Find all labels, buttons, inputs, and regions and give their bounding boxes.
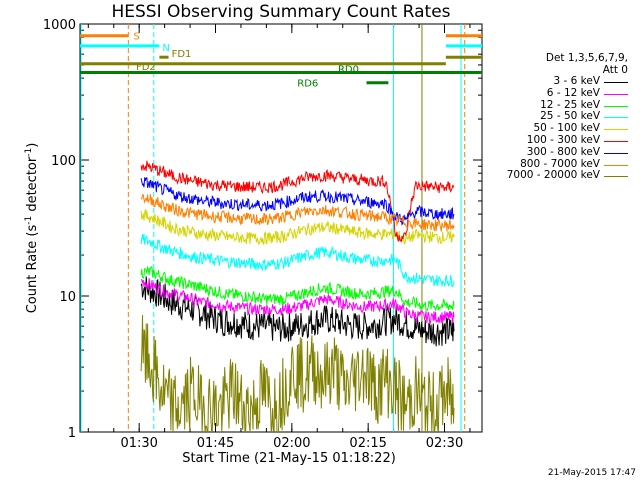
legend-entry-label: 7000 - 20000 keV: [506, 169, 600, 182]
series-line-4: [140, 209, 455, 246]
flag-label-rd0: RD0: [338, 64, 359, 75]
legend-entry-label: 800 - 7000 keV: [520, 157, 600, 170]
legend-entry: 12 - 25 keV: [488, 98, 638, 112]
series-line-8: [140, 315, 455, 432]
y-axis-label: Count Rate (s-1 detector-1): [24, 143, 40, 314]
y-tick-label: 1: [68, 426, 76, 441]
x-tick-label: 01:30: [120, 436, 157, 451]
legend-entry: 6 - 12 keV: [488, 86, 638, 100]
flag-label-fd1: FD1: [172, 49, 192, 60]
timestamp-label: 21-May-2015 17:47: [547, 468, 636, 478]
legend-entry: 7000 - 20000 keV: [488, 170, 638, 182]
flag-label-n: N: [162, 43, 169, 54]
flag-label-s: S: [133, 32, 139, 43]
flag-label-rd6: RD6: [297, 79, 318, 90]
x-tick-label: 02:30: [426, 436, 463, 451]
legend-entry-label: 25 - 50 keV: [540, 110, 600, 123]
series-line-5: [140, 160, 455, 243]
legend-swatch: [604, 129, 628, 131]
legend-swatch: [604, 152, 628, 154]
flag-label-fd2: FD2: [136, 62, 156, 73]
legend-swatch: [604, 140, 628, 142]
legend-header-detectors: Det 1,3,5,6,7,9,: [545, 52, 628, 64]
legend-swatch: [604, 176, 628, 178]
x-tick-label: 01:45: [197, 436, 234, 451]
legend-header-attenuator: Att 0: [602, 64, 628, 76]
series-line-2: [140, 265, 455, 312]
legend-entry: 25 - 50 keV: [488, 111, 638, 123]
series-line-1: [141, 278, 455, 325]
series-line-3: [140, 234, 455, 288]
y-tick-label: 1000: [43, 18, 76, 33]
x-tick-label: 02:15: [349, 436, 386, 451]
chart-title: HESSI Observing Summary Count Rates: [111, 2, 451, 22]
chart-legend: Det 1,3,5,6,7,9, Att 0 3 - 6 keV 6 - 12 k…: [488, 52, 638, 182]
legend-entry: 50 - 100 keV: [488, 122, 638, 135]
legend-entry-label: 100 - 300 keV: [526, 133, 600, 146]
y-tick-label: 10: [59, 290, 76, 305]
x-axis-label: Start Time (21-May-15 01:18:22): [182, 451, 396, 466]
legend-entry-label: 3 - 6 keV: [553, 75, 600, 87]
legend-swatch: [604, 82, 628, 83]
legend-entry-label: 6 - 12 keV: [546, 86, 600, 99]
plot-frame: [79, 23, 483, 433]
legend-entries: 3 - 6 keV 6 - 12 keV 12 - 25 keV 25 - 50 ke…: [488, 75, 638, 182]
legend-entry: 800 - 7000 keV: [488, 157, 638, 171]
series-line-7: [140, 193, 455, 232]
legend-swatch: [604, 105, 628, 107]
x-tick-label: 02:00: [273, 436, 310, 451]
legend-entry-label: 50 - 100 keV: [533, 122, 600, 135]
legend-swatch: [604, 117, 628, 119]
legend-entry: 300 - 800 keV: [488, 145, 638, 159]
legend-entry: 100 - 300 keV: [488, 133, 638, 147]
legend-entry-label: 12 - 25 keV: [540, 98, 600, 111]
legend-swatch: [604, 164, 628, 166]
legend-entry: 3 - 6 keV: [488, 75, 638, 88]
y-tick-label: 100: [51, 154, 76, 169]
series-line-0: [140, 276, 455, 347]
series-line-6: [140, 177, 455, 226]
legend-swatch: [604, 93, 628, 95]
legend-entry-label: 300 - 800 keV: [526, 145, 600, 158]
